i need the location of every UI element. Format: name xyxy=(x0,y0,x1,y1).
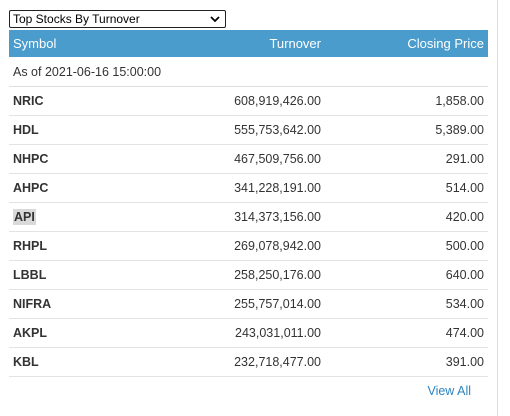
table-row[interactable]: HDL 555,753,642.00 5,389.00 xyxy=(9,115,488,145)
table-row[interactable]: KBL 232,718,477.00 391.00 xyxy=(9,347,488,377)
table-row[interactable]: NIFRA 255,757,014.00 534.00 xyxy=(9,289,488,319)
symbol-cell[interactable]: AHPC xyxy=(9,173,137,203)
symbol-text: AKPL xyxy=(13,326,48,340)
symbol-cell[interactable]: NHPC xyxy=(9,144,137,174)
table-header-row: Symbol Turnover Closing Price xyxy=(9,30,488,57)
stock-category-select-value: Top Stocks By Turnover xyxy=(13,12,140,26)
column-header-turnover[interactable]: Turnover xyxy=(269,36,321,51)
symbol-cell[interactable]: NIFRA xyxy=(9,289,137,319)
symbol-text: NHPC xyxy=(13,152,49,166)
closing-price-cell: 5,389.00 xyxy=(325,115,488,145)
symbol-cell[interactable]: NRIC xyxy=(9,86,137,116)
column-header-symbol[interactable]: Symbol xyxy=(13,36,57,51)
symbol-text: NIFRA xyxy=(13,297,52,311)
closing-price-cell: 514.00 xyxy=(325,173,488,203)
closing-price-cell: 640.00 xyxy=(325,260,488,290)
stock-category-select[interactable]: Top Stocks By Turnover xyxy=(9,10,226,28)
turnover-cell: 232,718,477.00 xyxy=(137,347,325,377)
symbol-text: NRIC xyxy=(13,94,44,108)
as-of-timestamp: As of 2021-06-16 15:00:00 xyxy=(9,57,488,87)
symbol-text: LBBL xyxy=(13,268,47,282)
turnover-cell: 341,228,191.00 xyxy=(137,173,325,203)
column-header-closing-price[interactable]: Closing Price xyxy=(407,36,484,51)
table-row[interactable]: NRIC 608,919,426.00 1,858.00 xyxy=(9,86,488,116)
closing-price-cell: 291.00 xyxy=(325,144,488,174)
table-row[interactable]: RHPL 269,078,942.00 500.00 xyxy=(9,231,488,261)
chevron-down-icon xyxy=(207,11,223,27)
closing-price-cell: 420.00 xyxy=(325,202,488,232)
closing-price-cell: 500.00 xyxy=(325,231,488,261)
symbol-cell[interactable]: AKPL xyxy=(9,318,137,348)
symbol-cell[interactable]: LBBL xyxy=(9,260,137,290)
closing-price-cell: 534.00 xyxy=(325,289,488,319)
turnover-cell: 269,078,942.00 xyxy=(137,231,325,261)
symbol-text: RHPL xyxy=(13,239,48,253)
symbol-text: API xyxy=(13,209,36,225)
symbol-text: AHPC xyxy=(13,181,49,195)
turnover-table: Symbol Turnover Closing Price As of 2021… xyxy=(9,30,488,377)
symbol-text: HDL xyxy=(13,123,39,137)
table-body: NRIC 608,919,426.00 1,858.00 HDL 555,753,642… xyxy=(9,86,488,377)
table-row[interactable]: AKPL 243,031,011.00 474.00 xyxy=(9,318,488,348)
table-row[interactable]: NHPC 467,509,756.00 291.00 xyxy=(9,144,488,174)
view-all-link[interactable]: View All xyxy=(427,384,471,398)
top-stocks-widget: Top Stocks By Turnover Symbol Turnover C… xyxy=(9,0,498,416)
turnover-cell: 255,757,014.00 xyxy=(137,289,325,319)
turnover-cell: 243,031,011.00 xyxy=(137,318,325,348)
symbol-text: KBL xyxy=(13,355,39,369)
as-of-row: As of 2021-06-16 15:00:00 xyxy=(9,57,488,87)
symbol-cell[interactable]: RHPL xyxy=(9,231,137,261)
turnover-cell: 258,250,176.00 xyxy=(137,260,325,290)
table-row[interactable]: API 314,373,156.00 420.00 xyxy=(9,202,488,232)
closing-price-cell: 474.00 xyxy=(325,318,488,348)
closing-price-cell: 1,858.00 xyxy=(325,86,488,116)
symbol-cell[interactable]: KBL xyxy=(9,347,137,377)
turnover-cell: 314,373,156.00 xyxy=(137,202,325,232)
symbol-cell[interactable]: HDL xyxy=(9,115,137,145)
turnover-cell: 555,753,642.00 xyxy=(137,115,325,145)
symbol-cell[interactable]: API xyxy=(9,202,137,232)
closing-price-cell: 391.00 xyxy=(325,347,488,377)
table-row[interactable]: AHPC 341,228,191.00 514.00 xyxy=(9,173,488,203)
turnover-cell: 467,509,756.00 xyxy=(137,144,325,174)
turnover-cell: 608,919,426.00 xyxy=(137,86,325,116)
table-row[interactable]: LBBL 258,250,176.00 640.00 xyxy=(9,260,488,290)
